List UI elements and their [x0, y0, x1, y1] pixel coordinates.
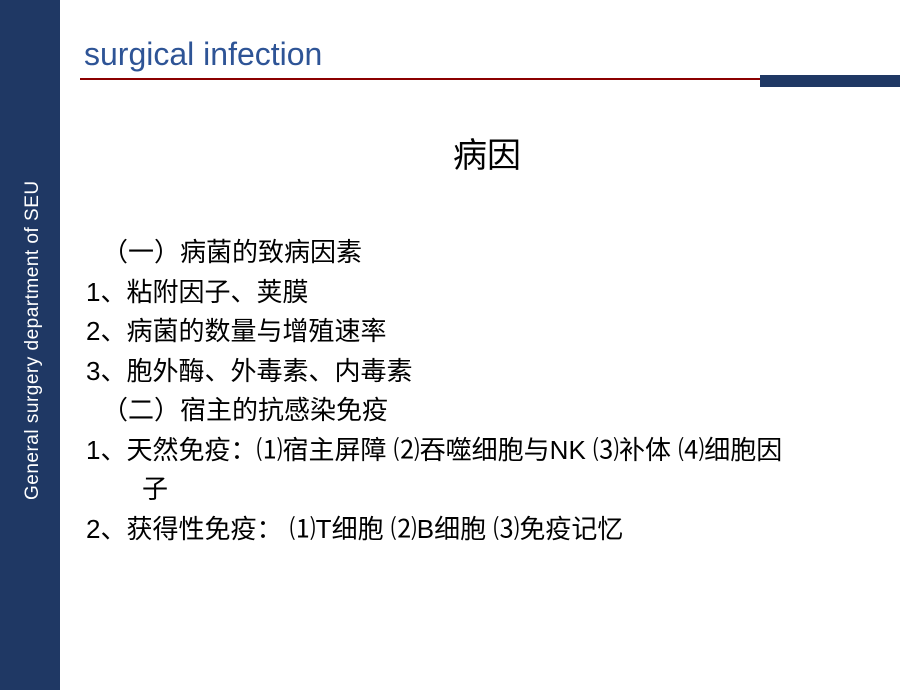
sidebar-label: General surgery department of SEU [22, 180, 44, 500]
body-line: 3、胞外酶、外毒素、内毒素 [82, 352, 892, 392]
divider-block [760, 75, 900, 87]
body-line: （二）宿主的抗感染免疫 [82, 391, 892, 431]
body-line: 2、病菌的数量与增殖速率 [82, 312, 892, 352]
slide-content: 病因 （一）病菌的致病因素1、粘附因子、荚膜2、病菌的数量与增殖速率3、胞外酶、… [82, 128, 892, 549]
body-line: 子 [82, 470, 892, 510]
body-line: 2、获得性免疫： ⑴T细胞 ⑵B细胞 ⑶免疫记忆 [82, 510, 892, 550]
slide-body: （一）病菌的致病因素1、粘附因子、荚膜2、病菌的数量与增殖速率3、胞外酶、外毒素… [82, 233, 892, 549]
body-line: （一）病菌的致病因素 [82, 233, 892, 273]
body-line: 1、粘附因子、荚膜 [82, 273, 892, 313]
header-divider [80, 78, 900, 86]
body-line: 1、天然免疫：⑴宿主屏障 ⑵吞噬细胞与NK ⑶补体 ⑷细胞因 [82, 431, 892, 471]
slide-header: surgical infection [80, 36, 900, 73]
slide-title: 病因 [82, 128, 892, 177]
header-title: surgical infection [80, 36, 900, 73]
sidebar: General surgery department of SEU [0, 0, 60, 690]
